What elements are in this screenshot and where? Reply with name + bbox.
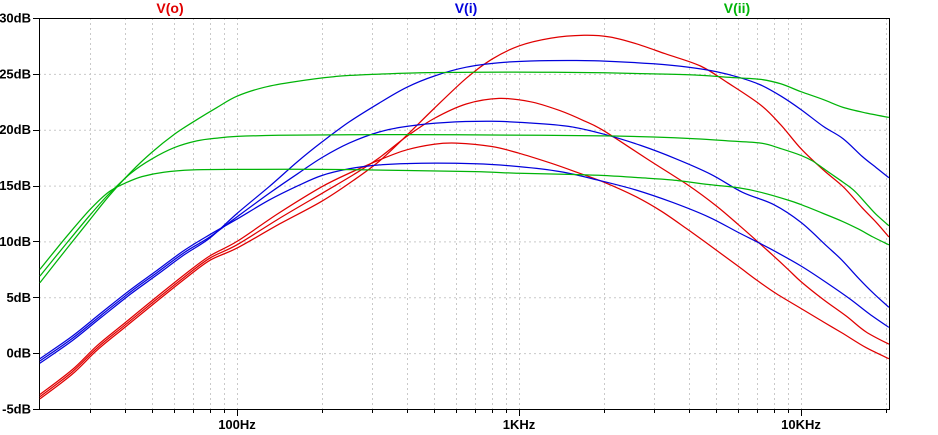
y-tick-label: 0dB bbox=[6, 346, 31, 361]
curve-V(i)-run1[interactable] bbox=[39, 59, 889, 364]
y-tick-label: 30dB bbox=[0, 11, 31, 26]
curve-V(ii)-run1[interactable] bbox=[39, 71, 889, 284]
legend-trace-vo[interactable]: V(o) bbox=[156, 0, 184, 16]
legend-trace-vii[interactable]: V(ii) bbox=[723, 0, 751, 16]
y-tick-label: 5dB bbox=[6, 290, 31, 305]
curve-V(ii)-run3[interactable] bbox=[39, 168, 889, 270]
curve-V(i)-run3[interactable] bbox=[39, 162, 889, 360]
curve-V(i)-run2[interactable] bbox=[39, 120, 889, 362]
x-tick-label: 1KHz bbox=[503, 417, 536, 432]
y-tick-label: 10dB bbox=[0, 234, 31, 249]
curve-V(ii)-run2[interactable] bbox=[39, 134, 889, 277]
x-tick-label: 100Hz bbox=[218, 417, 256, 432]
y-tick-label: -5dB bbox=[2, 402, 31, 417]
x-tick-label: 10KHz bbox=[781, 417, 821, 432]
y-tick-label: 15dB bbox=[0, 178, 31, 193]
curve-V(o)-run3[interactable] bbox=[39, 142, 889, 395]
y-tick-label: 20dB bbox=[0, 122, 31, 137]
legend-trace-vi[interactable]: V(i) bbox=[454, 0, 478, 16]
curve-V(o)-run1[interactable] bbox=[39, 34, 889, 400]
curve-V(o)-run2[interactable] bbox=[39, 97, 889, 398]
y-tick-label: 25dB bbox=[0, 66, 31, 81]
plot-border bbox=[39, 18, 890, 410]
